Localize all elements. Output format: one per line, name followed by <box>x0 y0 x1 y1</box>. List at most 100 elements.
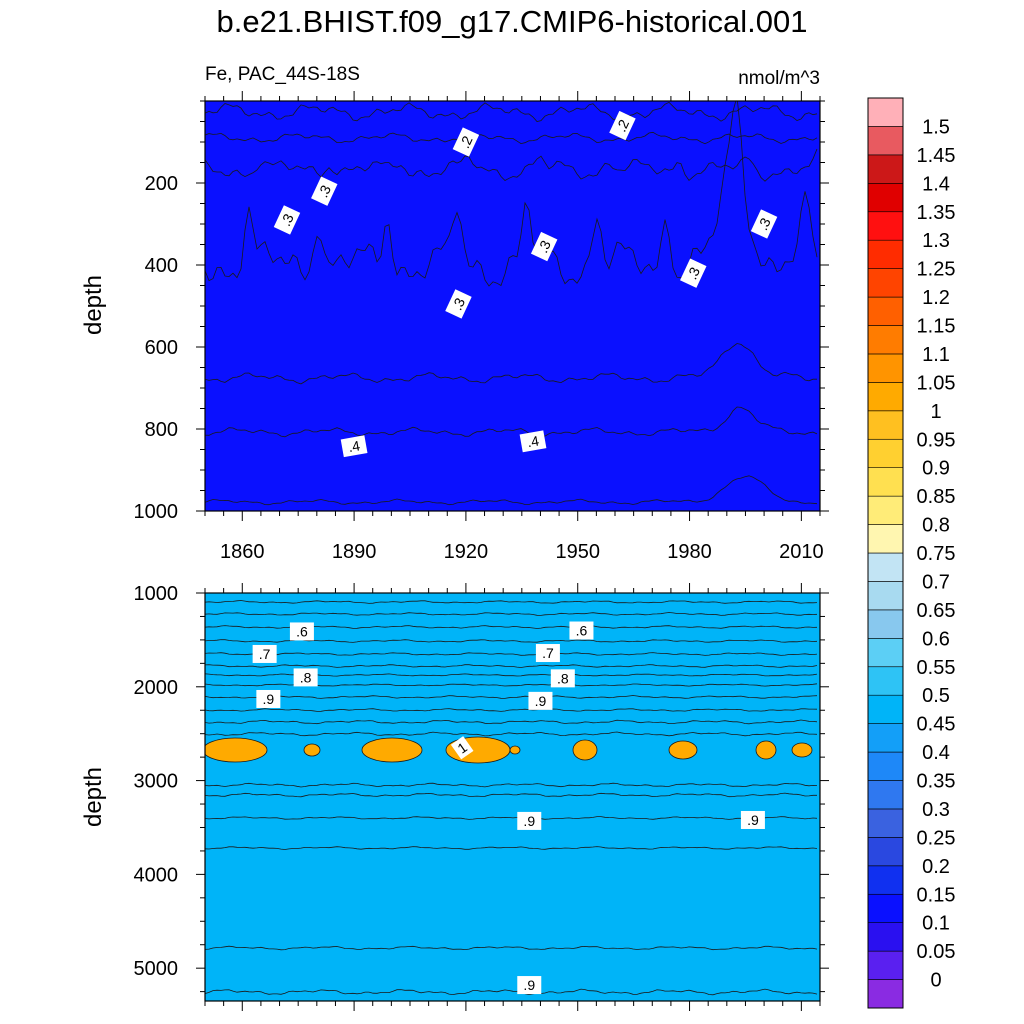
contour-line <box>205 101 818 287</box>
colorbar-label: 0.5 <box>922 685 950 707</box>
contour-line <box>205 612 818 616</box>
contour-label: .6 <box>289 622 314 641</box>
contour-line <box>205 945 818 951</box>
contour-blob <box>572 739 598 761</box>
contour-label: .3 <box>680 258 707 288</box>
colorbar-label: 0.9 <box>922 458 950 480</box>
contour-line <box>205 792 817 798</box>
contour-label: .2 <box>452 127 480 157</box>
chart-subtitle-units: nmol/m^3 <box>738 68 820 89</box>
colorbar-swatch <box>867 353 904 383</box>
colorbar-label: 1.35 <box>917 202 956 224</box>
contour-label-box <box>289 622 314 641</box>
contour-line <box>205 816 818 820</box>
x-tick-label: 1980 <box>667 541 712 563</box>
contour-label-box <box>517 811 542 830</box>
contour-label-box <box>273 205 301 235</box>
contour-line <box>205 695 818 699</box>
contour-label-box <box>252 644 277 663</box>
contour-line <box>205 101 818 122</box>
contour-blob <box>668 740 698 760</box>
contour-blob <box>509 745 521 755</box>
colorbar-label: 0.95 <box>917 429 956 451</box>
colorbar-label: 0.75 <box>917 543 956 565</box>
contour-line <box>205 148 818 182</box>
colorbar-swatch <box>867 239 904 269</box>
contour-label-text: .7 <box>542 645 554 661</box>
colorbar-label: 0.3 <box>922 799 950 821</box>
colorbar-label: 1.45 <box>917 145 956 167</box>
colorbar-label: 1.2 <box>922 287 950 309</box>
contour-label-box <box>256 689 281 708</box>
colorbar-swatch <box>867 609 904 639</box>
contour-label-text: .9 <box>523 813 535 829</box>
contour-blob <box>755 740 777 760</box>
x-tick-label: 1920 <box>444 541 489 563</box>
contour-label-text: .7 <box>259 646 271 662</box>
contour-label: .3 <box>530 231 558 262</box>
contour-label-box <box>750 209 778 239</box>
y-axis-label: depth <box>80 275 107 335</box>
contour-label-box <box>609 110 636 141</box>
colorbar-label: 0.45 <box>917 714 956 736</box>
colorbar-swatch <box>867 183 904 213</box>
x-tick-label: 1860 <box>220 541 265 563</box>
contour-label: .3 <box>311 176 338 206</box>
colorbar-swatch <box>867 780 904 810</box>
contour-blob <box>791 742 813 758</box>
contour-label-box <box>528 691 553 710</box>
contour-label: .3 <box>750 209 778 239</box>
colorbar-swatch <box>867 837 904 867</box>
contour-blob <box>205 737 268 763</box>
colorbar-swatch <box>867 638 904 668</box>
colorbar-swatch <box>867 865 904 895</box>
y-tick-label: 2000 <box>134 677 179 699</box>
contour-label: .7 <box>252 644 277 663</box>
contour-label-text: .8 <box>557 670 569 686</box>
contour-band <box>205 593 820 1001</box>
contour-label: .8 <box>550 669 575 688</box>
contour-label-box <box>340 435 368 458</box>
colorbar-swatch <box>867 694 904 724</box>
contour-label: .9 <box>740 810 765 829</box>
colorbar-swatch <box>867 211 904 241</box>
contour-line <box>205 600 818 604</box>
contour-label-text: .9 <box>523 977 535 993</box>
colorbar-swatch <box>867 154 904 184</box>
y-tick-label: 200 <box>145 173 178 195</box>
contour-label-text: .8 <box>300 669 312 685</box>
y-tick-label: 3000 <box>134 771 179 793</box>
colorbar-label: 1 <box>930 401 941 423</box>
contour-label-text: .9 <box>535 693 547 709</box>
colorbar-swatch <box>867 751 904 781</box>
contour-label-text: .4 <box>526 432 540 450</box>
contour-band <box>205 101 820 511</box>
contour-label-box <box>452 127 480 157</box>
contour-line <box>205 475 818 506</box>
colorbar-swatch <box>867 666 904 696</box>
contour-label-box <box>519 430 547 453</box>
colorbar-swatch <box>867 97 904 127</box>
colorbar-swatch <box>867 808 904 838</box>
upper-panel: 200 400 600 800 1000 depth 1860 1890 1920 1950 198… <box>80 91 829 563</box>
colorbar-label: 0 <box>930 970 941 992</box>
contour-label: .9 <box>517 811 542 830</box>
colorbar-label: 0.7 <box>922 571 950 593</box>
colorbar-swatch <box>867 467 904 497</box>
colorbar-swatch <box>867 268 904 298</box>
contour-line <box>205 652 818 656</box>
colorbar-label: 1.05 <box>917 372 956 394</box>
x-tick-label: 1950 <box>555 541 600 563</box>
colorbar-swatch <box>867 410 904 440</box>
contour-label: .4 <box>340 435 368 458</box>
contour-label: .8 <box>293 668 318 687</box>
colorbar-label: 1.25 <box>917 259 956 281</box>
x-tick-label: 1890 <box>332 541 377 563</box>
colorbar-label: 0.25 <box>917 827 956 849</box>
contour-label-box <box>740 810 765 829</box>
contour-label: .2 <box>609 110 636 141</box>
contour-line <box>205 719 818 725</box>
contour-label: .3 <box>445 289 472 319</box>
y-tick-label: 1000 <box>134 501 179 523</box>
colorbar-swatch <box>867 950 904 980</box>
